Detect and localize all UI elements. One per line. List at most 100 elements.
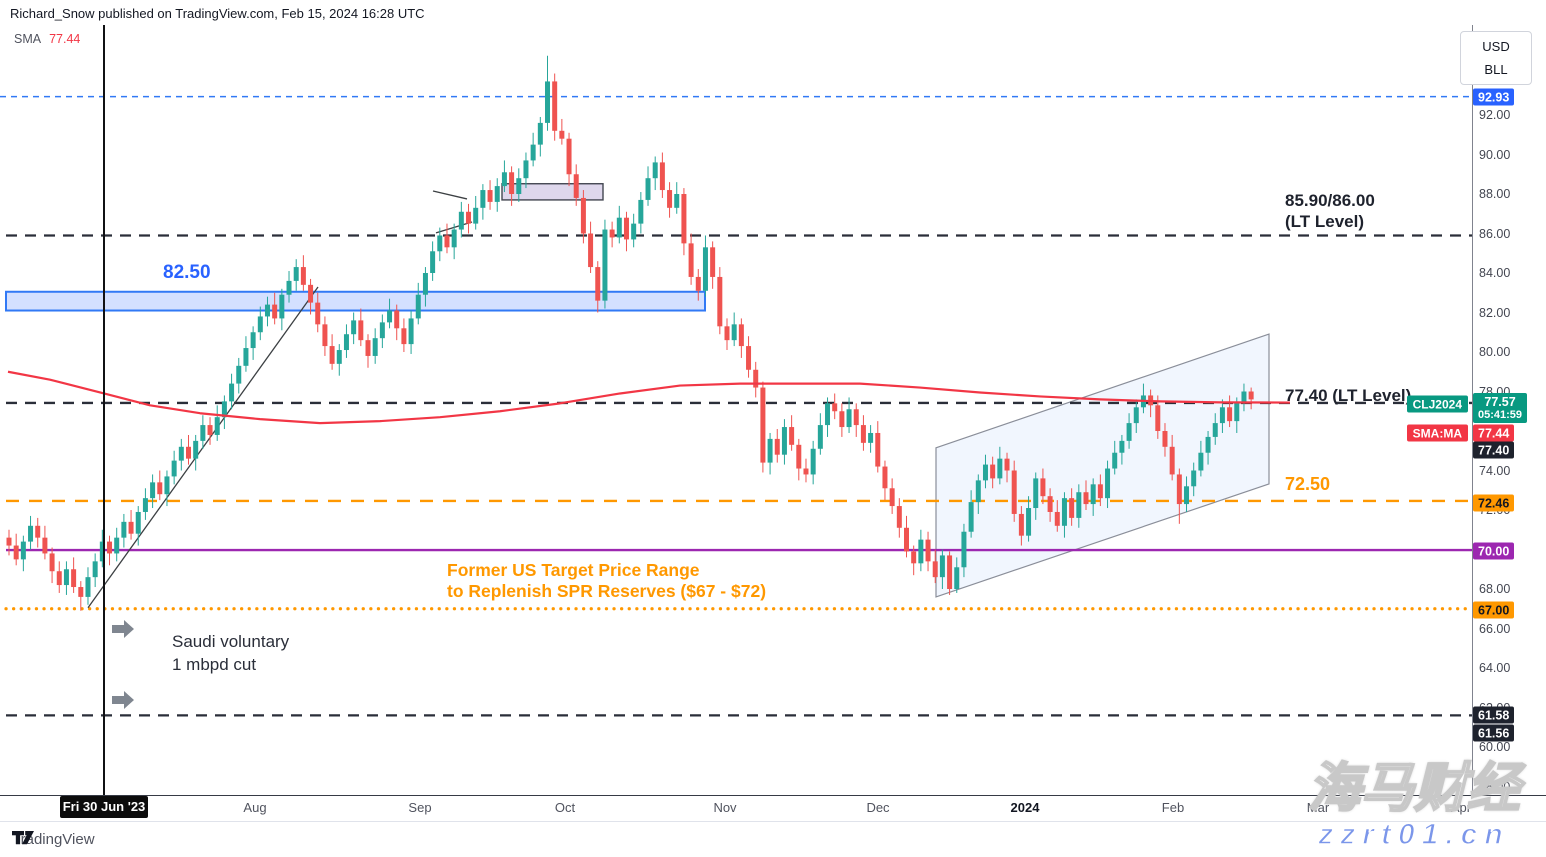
candle-body: [954, 567, 960, 589]
candle-body: [1011, 470, 1017, 514]
candle-body: [20, 541, 26, 560]
candle-body: [796, 444, 802, 469]
lt-level-price-badge-3: 61.56: [1473, 724, 1515, 742]
candle-body: [142, 498, 148, 512]
candle-body: [444, 235, 450, 248]
candle-body: [638, 199, 644, 224]
price-tick: 66.00: [1479, 621, 1511, 636]
candle-body: [1162, 431, 1168, 447]
candle-body: [1083, 492, 1089, 505]
candle-body: [789, 427, 795, 445]
candle-body: [602, 229, 608, 301]
candle-body: [257, 316, 263, 333]
candle-body: [164, 476, 170, 495]
pennant-lower-line: [435, 221, 473, 234]
candle-body: [329, 346, 335, 364]
time-tick-oct: Oct: [554, 800, 576, 815]
candle-body: [501, 172, 507, 187]
candle-body: [832, 403, 838, 412]
candle-body: [114, 537, 120, 554]
indicator-legend[interactable]: SMA 77.44: [14, 32, 80, 46]
candle-body: [264, 304, 270, 317]
price-tick: 86.00: [1479, 226, 1511, 241]
time-tick-dec: Dec: [866, 800, 890, 815]
candle-body: [717, 276, 723, 327]
candle-body: [817, 425, 823, 449]
candle-body: [150, 482, 156, 499]
candle-body: [193, 440, 199, 459]
candle-body: [911, 551, 917, 564]
candle-body: [882, 466, 888, 489]
candle-body: [710, 247, 716, 277]
candle-body: [358, 320, 364, 341]
watermark-cn-text: 海马财经: [1307, 759, 1521, 819]
candle-body: [573, 174, 579, 198]
candle-body: [480, 190, 486, 208]
candle-body: [71, 569, 77, 588]
tradingview-logo-text: TradingView: [12, 831, 95, 848]
time-tick-mar: Mar: [1306, 800, 1330, 815]
candle-body: [530, 144, 536, 161]
candle-body: [1040, 478, 1046, 497]
candle-body: [286, 280, 292, 295]
candle-body: [1133, 407, 1139, 424]
candle-body: [645, 178, 651, 200]
candle-body: [1176, 474, 1182, 505]
candle-body: [868, 432, 874, 443]
candle-body: [1198, 452, 1204, 471]
annotation-spr-range: Former US Target Price Range to Replenis…: [447, 560, 766, 602]
time-tick-aug: Aug: [243, 800, 267, 815]
symbol-label-badge: CLJ2024: [1406, 395, 1468, 413]
price-axis[interactable]: [1472, 25, 1546, 820]
candle-body: [537, 122, 543, 145]
candle-body: [336, 350, 342, 364]
candle-body: [523, 160, 529, 179]
candle-body: [343, 334, 349, 351]
candle-body: [56, 571, 62, 586]
candle-body: [1119, 440, 1125, 453]
sma-line: [7, 370, 1291, 425]
price-tick: 60.00: [1479, 740, 1511, 754]
candle-body: [322, 324, 328, 347]
candle-body: [616, 217, 622, 238]
candle-body: [1033, 478, 1039, 509]
candle-body: [85, 577, 91, 597]
candle-body: [35, 525, 41, 538]
candle-body: [78, 587, 84, 597]
candle-body: [1140, 395, 1146, 408]
candle-body: [982, 464, 988, 481]
candle-body: [221, 401, 227, 418]
spr-lower-price-badge: 67.00: [1473, 601, 1515, 619]
time-axis[interactable]: [0, 795, 1546, 822]
annotation-spr-line1: Former US Target Price Range: [447, 560, 700, 580]
candle-body: [688, 243, 694, 277]
price-tick: 74.00: [1479, 463, 1511, 478]
watermark-url-text: zzrt01.cn: [1318, 817, 1510, 852]
candle-body: [925, 539, 931, 562]
candle-body: [731, 324, 737, 341]
candle-body: [200, 425, 206, 441]
annotation-86-line1: 85.90/86.00: [1285, 191, 1375, 210]
candle-body: [595, 267, 601, 301]
candle-body: [415, 294, 421, 319]
candle-body: [279, 294, 285, 319]
candle-body: [214, 417, 220, 435]
candle-body: [918, 539, 924, 564]
candle-body: [860, 425, 866, 443]
candle-body: [659, 162, 665, 191]
sma-price-badge: 77.44: [1473, 424, 1515, 442]
candle-body: [250, 332, 256, 349]
candle-body: [702, 247, 708, 291]
sma-series-label-badge: SMA:MA: [1406, 424, 1468, 442]
candle-body: [1241, 391, 1247, 404]
tradingview-attribution[interactable]: TradingView: [12, 831, 95, 848]
candle-body: [1112, 452, 1118, 469]
candle-body: [1061, 498, 1067, 526]
candle-body: [738, 324, 744, 347]
candle-body: [896, 506, 902, 528]
event-arrow-icon: [112, 620, 134, 638]
candle-body: [13, 545, 19, 560]
candle-body: [623, 217, 629, 240]
